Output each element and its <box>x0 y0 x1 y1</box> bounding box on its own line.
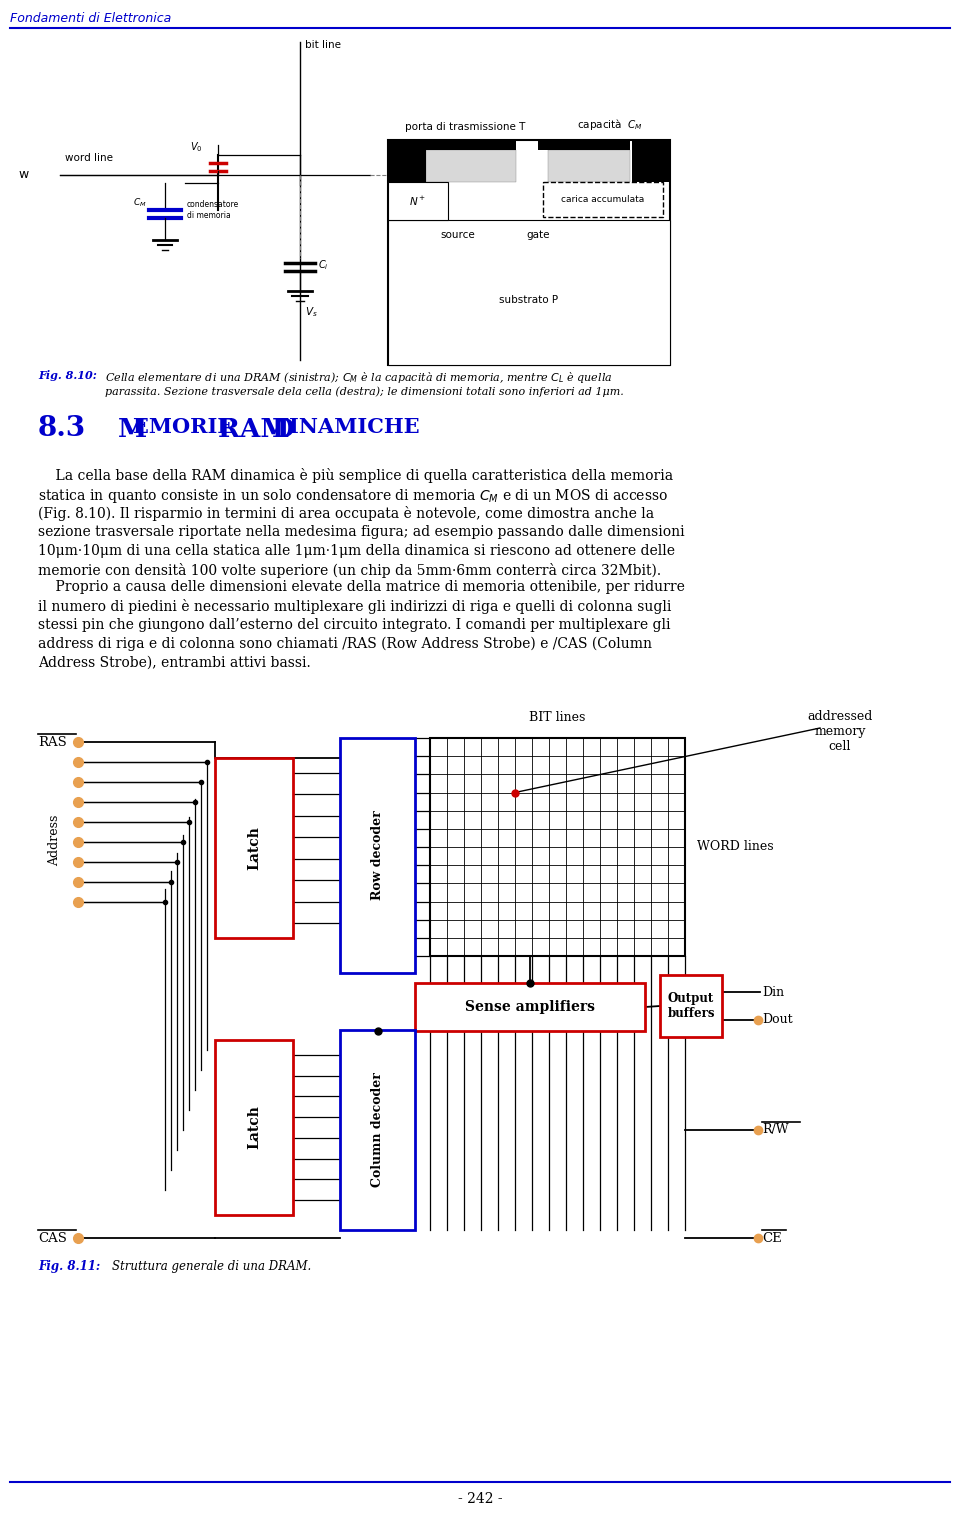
Text: Column decoder: Column decoder <box>371 1072 384 1187</box>
Text: word line: word line <box>65 153 113 164</box>
Text: sezione trasversale riportate nella medesima figura; ad esempio passando dalle d: sezione trasversale riportate nella mede… <box>38 525 684 539</box>
Text: Struttura generale di una DRAM.: Struttura generale di una DRAM. <box>112 1260 311 1273</box>
Text: CE: CE <box>762 1231 781 1245</box>
Bar <box>340 1030 415 1229</box>
Text: Fondamenti di Elettronica: Fondamenti di Elettronica <box>10 12 171 26</box>
Text: EMORIE: EMORIE <box>133 416 241 438</box>
Text: - 242 -: - 242 - <box>458 1491 502 1506</box>
Bar <box>340 737 415 974</box>
Text: Cella elementare di una DRAM (sinistra); $C_M$ è la capacità di memoria, mentre : Cella elementare di una DRAM (sinistra);… <box>105 369 612 385</box>
Text: il numero di piedini è necessario multiplexare gli indirizzi di riga e quelli di: il numero di piedini è necessario multip… <box>38 600 671 615</box>
Text: carica accumulata: carica accumulata <box>562 195 644 204</box>
Bar <box>660 975 722 1037</box>
Text: D: D <box>272 416 295 442</box>
Text: Fig. 8.10:: Fig. 8.10: <box>38 369 97 382</box>
Text: capacità  $C_M$: capacità $C_M$ <box>577 117 643 132</box>
Text: Address Strobe), entrambi attivi bassi.: Address Strobe), entrambi attivi bassi. <box>38 656 311 671</box>
Text: stessi pin che giungono dall’esterno del circuito integrato. I comandi per multi: stessi pin che giungono dall’esterno del… <box>38 618 670 631</box>
Text: address di riga e di colonna sono chiamati /RAS (Row Address Strobe) e /CAS (Col: address di riga e di colonna sono chiama… <box>38 637 652 651</box>
Text: Dout: Dout <box>762 1013 793 1026</box>
Bar <box>426 150 516 182</box>
Text: $C_M$: $C_M$ <box>133 197 147 209</box>
Bar <box>548 150 630 182</box>
Bar <box>388 139 426 182</box>
Bar <box>430 737 685 955</box>
Text: Proprio a causa delle dimensioni elevate della matrice di memoria ottenibile, pe: Proprio a causa delle dimensioni elevate… <box>38 580 684 593</box>
Bar <box>388 139 670 365</box>
Text: (Fig. 8.10). Il risparmio in termini di area occupata è notevole, come dimostra : (Fig. 8.10). Il risparmio in termini di … <box>38 506 654 521</box>
Text: La cella base della RAM dinamica è più semplice di quella caratteristica della m: La cella base della RAM dinamica è più s… <box>38 468 673 483</box>
Text: porta di trasmissione T: porta di trasmissione T <box>405 123 525 132</box>
Text: Output
buffers: Output buffers <box>667 992 715 1020</box>
Text: INAMICHE: INAMICHE <box>289 416 420 438</box>
Text: source: source <box>441 230 475 241</box>
Text: condensatore
di memoria: condensatore di memoria <box>187 200 239 220</box>
Bar <box>538 139 548 150</box>
Text: Sense amplifiers: Sense amplifiers <box>465 1001 595 1014</box>
Text: bit line: bit line <box>305 39 341 50</box>
Text: w: w <box>18 168 28 182</box>
Text: BIT lines: BIT lines <box>529 712 586 724</box>
Text: $V_0$: $V_0$ <box>190 141 203 154</box>
Text: Address: Address <box>49 815 61 866</box>
Text: substrato P: substrato P <box>499 295 559 304</box>
Text: Row decoder: Row decoder <box>371 810 384 901</box>
Text: $V_s$: $V_s$ <box>305 304 318 319</box>
Text: 8.3: 8.3 <box>38 415 86 442</box>
Bar <box>426 139 516 150</box>
Bar <box>215 1040 293 1216</box>
Text: RAM: RAM <box>218 416 299 442</box>
Bar <box>415 983 645 1031</box>
Text: Latch: Latch <box>247 827 261 871</box>
Text: WORD lines: WORD lines <box>697 840 774 854</box>
Text: $C_i$: $C_i$ <box>318 257 328 273</box>
Text: Latch: Latch <box>247 1105 261 1149</box>
Bar <box>543 182 663 217</box>
Text: 10μm·10μm di una cella statica alle 1μm·1μm della dinamica si riescono ad ottene: 10μm·10μm di una cella statica alle 1μm·… <box>38 544 675 559</box>
Text: M: M <box>118 416 147 442</box>
Bar <box>388 220 670 365</box>
Text: parassita. Sezione trasversale dela cella (destra); le dimensioni totali sono in: parassita. Sezione trasversale dela cell… <box>105 386 624 397</box>
Text: gate: gate <box>526 230 550 241</box>
Bar <box>215 759 293 939</box>
Text: Fig. 8.11:: Fig. 8.11: <box>38 1260 100 1273</box>
Bar <box>548 139 630 150</box>
Text: Din: Din <box>762 986 784 999</box>
Text: $N^+$: $N^+$ <box>409 194 426 207</box>
Text: RAS: RAS <box>38 736 67 748</box>
Text: CAS: CAS <box>38 1231 67 1245</box>
Text: R/W: R/W <box>762 1123 788 1137</box>
Bar <box>632 139 670 182</box>
Bar <box>388 182 448 220</box>
Text: statica in quanto consiste in un solo condensatore di memoria $C_M$ e di un MOS : statica in quanto consiste in un solo co… <box>38 488 668 506</box>
Text: memorie con densità 100 volte superiore (un chip da 5mm·6mm conterrà circa 32Mbi: memorie con densità 100 volte superiore … <box>38 563 661 578</box>
Text: addressed
memory
cell: addressed memory cell <box>807 710 873 752</box>
